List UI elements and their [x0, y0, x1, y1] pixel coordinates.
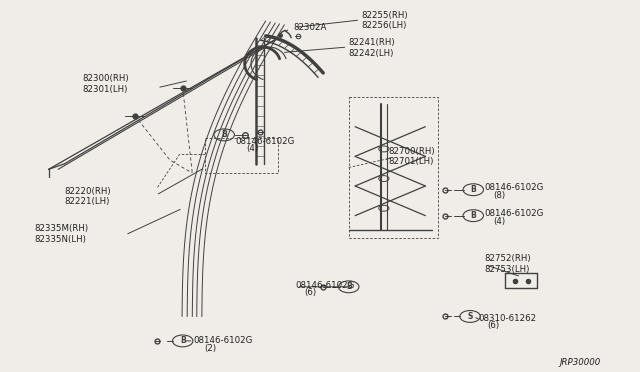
Text: (6): (6)	[487, 321, 499, 330]
Text: B: B	[180, 336, 186, 346]
Text: B: B	[221, 130, 227, 140]
Text: B: B	[346, 282, 351, 291]
Text: (2): (2)	[204, 344, 216, 353]
Text: 82700(RH)
82701(LH): 82700(RH) 82701(LH)	[388, 147, 435, 166]
Text: 82241(RH)
82242(LH): 82241(RH) 82242(LH)	[349, 38, 396, 58]
Text: 82302A: 82302A	[294, 23, 327, 32]
Text: (6): (6)	[305, 288, 317, 297]
Text: 08310-61262: 08310-61262	[478, 314, 536, 323]
Text: 08146-6102G: 08146-6102G	[484, 209, 543, 218]
Text: 82335M(RH)
82335N(LH): 82335M(RH) 82335N(LH)	[34, 224, 88, 244]
Text: 82752(RH)
82753(LH): 82752(RH) 82753(LH)	[484, 254, 531, 273]
Text: 82220(RH)
82221(LH): 82220(RH) 82221(LH)	[65, 187, 111, 206]
Text: 08146-6102G: 08146-6102G	[236, 137, 295, 146]
Text: 08146-6102G: 08146-6102G	[296, 281, 355, 290]
Text: 82300(RH)
82301(LH): 82300(RH) 82301(LH)	[83, 74, 129, 94]
Text: 08146-6102G: 08146-6102G	[484, 183, 543, 192]
Text: 08146-6102G: 08146-6102G	[193, 336, 253, 346]
Text: (8): (8)	[493, 191, 506, 200]
Text: S: S	[467, 312, 473, 321]
Text: B: B	[470, 185, 476, 194]
Text: (4): (4)	[493, 217, 506, 226]
Text: B: B	[470, 211, 476, 220]
Text: (4): (4)	[246, 144, 259, 153]
Text: 82255(RH)
82256(LH): 82255(RH) 82256(LH)	[362, 11, 408, 31]
Text: JRP30000: JRP30000	[559, 357, 601, 366]
